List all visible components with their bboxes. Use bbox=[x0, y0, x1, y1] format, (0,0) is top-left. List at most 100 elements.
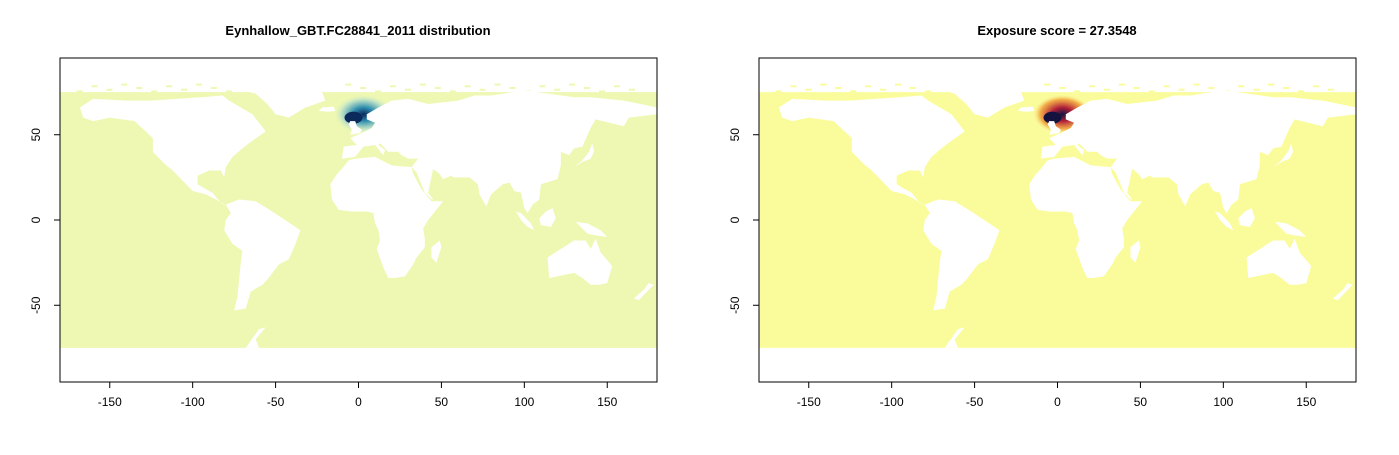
land-mass bbox=[1273, 143, 1293, 168]
arctic-cell bbox=[494, 83, 501, 86]
arctic-cell bbox=[1238, 85, 1245, 88]
arctic-cell bbox=[584, 86, 591, 89]
arctic-cell bbox=[360, 86, 367, 89]
arctic-cell bbox=[1089, 85, 1096, 88]
arctic-cell bbox=[1074, 90, 1081, 93]
density-peak bbox=[1043, 111, 1062, 124]
land-mass bbox=[348, 121, 362, 135]
land-mass bbox=[1215, 211, 1234, 231]
x-tick-label: 50 bbox=[1134, 395, 1148, 409]
x-tick-label: 0 bbox=[1054, 395, 1061, 409]
arctic-cell bbox=[136, 86, 143, 89]
arctic-cell bbox=[835, 86, 842, 89]
arctic-cell bbox=[345, 83, 352, 86]
arctic-cell bbox=[509, 86, 516, 89]
arctic-cell bbox=[210, 86, 217, 89]
arctic-cell bbox=[1253, 88, 1260, 91]
x-tick-label: -50 bbox=[267, 395, 285, 409]
arctic-cell bbox=[1283, 86, 1290, 89]
chart-title: Eynhallow_GBT.FC28841_2011 distribution bbox=[225, 23, 490, 38]
x-tick-label: -50 bbox=[966, 395, 984, 409]
arctic-cell bbox=[1148, 90, 1155, 93]
exposure-map-panel: Exposure score = 27.3548 -150 -100 -50 0 50 1… bbox=[699, 0, 1399, 455]
arctic-cell bbox=[909, 86, 916, 89]
y-tick-label: 0 bbox=[29, 216, 43, 223]
land-mass bbox=[1246, 238, 1312, 285]
x-tick-label: 100 bbox=[1213, 395, 1233, 409]
land-mass bbox=[547, 238, 613, 285]
arctic-cell bbox=[390, 85, 397, 88]
land-mass bbox=[1047, 121, 1061, 135]
land-mass bbox=[1238, 208, 1255, 227]
y-tick-label: -50 bbox=[728, 296, 742, 314]
map-layer bbox=[759, 83, 1356, 348]
x-tick-label: 150 bbox=[597, 395, 617, 409]
arctic-cell bbox=[121, 83, 128, 86]
land-mass bbox=[1332, 283, 1353, 301]
arctic-cell bbox=[805, 88, 812, 91]
arctic-cell bbox=[1103, 88, 1110, 91]
arctic-cell bbox=[1312, 85, 1319, 88]
arctic-cell bbox=[404, 88, 411, 91]
x-tick-label: -150 bbox=[98, 395, 122, 409]
x-tick-label: -100 bbox=[880, 395, 904, 409]
arctic-cell bbox=[76, 90, 83, 93]
arctic-cell bbox=[1297, 90, 1304, 93]
land-mass bbox=[539, 208, 556, 227]
arctic-cell bbox=[894, 83, 901, 86]
x-tick-label: 150 bbox=[1296, 395, 1316, 409]
land-mass bbox=[633, 283, 654, 301]
land-mass bbox=[239, 86, 326, 118]
arctic-cell bbox=[1327, 88, 1334, 91]
exposure-map-chart: Exposure score = 27.3548 -150 -100 -50 0 50 1… bbox=[728, 23, 1357, 409]
map-layer bbox=[60, 83, 657, 348]
arctic-cell bbox=[1163, 85, 1170, 88]
x-tick-label: -100 bbox=[181, 395, 205, 409]
arctic-cell bbox=[419, 83, 426, 86]
arctic-cell bbox=[434, 86, 441, 89]
arctic-cell bbox=[1208, 86, 1215, 89]
arctic-cell bbox=[598, 90, 605, 93]
x-tick-label: -150 bbox=[797, 395, 821, 409]
x-tick-label: 50 bbox=[435, 395, 449, 409]
arctic-cell bbox=[195, 83, 202, 86]
arctic-cell bbox=[850, 90, 857, 93]
arctic-cell bbox=[775, 90, 782, 93]
arctic-cell bbox=[554, 88, 561, 91]
arctic-cell bbox=[865, 85, 872, 88]
arctic-cell bbox=[1044, 83, 1051, 86]
arctic-cell bbox=[375, 90, 382, 93]
land-mass bbox=[341, 90, 657, 219]
arctic-cell bbox=[151, 90, 158, 93]
x-tick-label: 0 bbox=[355, 395, 362, 409]
chart-title: Exposure score = 27.3548 bbox=[977, 23, 1136, 38]
y-tick-label: -50 bbox=[29, 296, 43, 314]
land-mass bbox=[1040, 90, 1356, 219]
arctic-cell bbox=[464, 85, 471, 88]
arctic-cell bbox=[181, 88, 188, 91]
arctic-cell bbox=[790, 85, 797, 88]
y-tick-label: 50 bbox=[728, 128, 742, 142]
land-mass bbox=[330, 156, 444, 278]
arctic-cell bbox=[539, 85, 546, 88]
arctic-cell bbox=[1178, 88, 1185, 91]
arctic-cell bbox=[225, 90, 232, 93]
density-peak bbox=[344, 111, 363, 124]
land-mass bbox=[1017, 106, 1035, 112]
y-tick-label: 0 bbox=[728, 216, 742, 223]
arctic-cell bbox=[1193, 83, 1200, 86]
land-mass bbox=[778, 95, 965, 207]
land-mass bbox=[79, 95, 266, 207]
arctic-cell bbox=[924, 90, 931, 93]
land-mass bbox=[575, 221, 608, 238]
land-mass bbox=[923, 199, 1000, 311]
land-mass bbox=[318, 106, 336, 112]
x-tick-label: 100 bbox=[514, 395, 534, 409]
land-mass bbox=[245, 327, 266, 348]
land-mass bbox=[516, 211, 535, 231]
arctic-cell bbox=[106, 88, 113, 91]
land-mass bbox=[431, 240, 442, 263]
land-mass bbox=[574, 143, 594, 168]
land-mass bbox=[1029, 156, 1143, 278]
arctic-cell bbox=[628, 88, 635, 91]
